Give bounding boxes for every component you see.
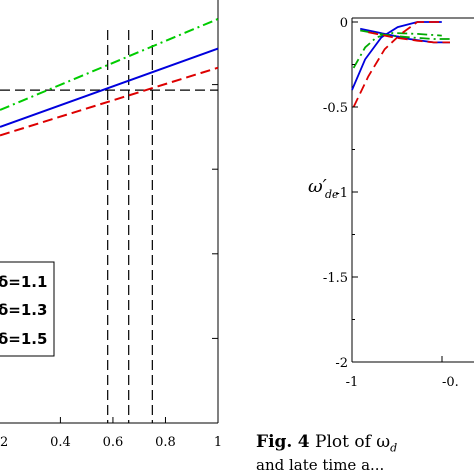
right-series-line-5 — [360, 29, 450, 40]
right-y-ticks: 0 -0.5 -1 -1.5 -2 — [323, 16, 358, 371]
right-y-tick-label: -1.5 — [323, 271, 348, 286]
left-x-tick-label: 0.8 — [155, 435, 176, 450]
caption-line-2: and late time a... — [256, 456, 385, 474]
caption-label: Fig. — [256, 432, 293, 452]
right-chart: 0 -0.5 -1 -1.5 -2 -1 -0. ω′ de — [308, 16, 474, 390]
right-y-tick-label: -2 — [335, 356, 348, 371]
right-y-axis-label-sub: de — [325, 188, 339, 201]
left-series-group — [0, 18, 219, 137]
right-x-ticks: -1 -0. — [346, 356, 459, 390]
left-x-tick-label: 1 — [214, 435, 222, 450]
left-x-tick-label: 0.4 — [50, 435, 71, 450]
caption-subscript: d — [390, 441, 398, 455]
figure-caption: Fig. 4 Plot of ωd — [256, 432, 474, 454]
legend-box — [0, 261, 55, 357]
left-x-tick-label: 0.6 — [103, 435, 124, 450]
left-y-ticks — [212, 84, 218, 339]
left-series-line-2 — [0, 47, 219, 128]
right-y-tick-label: -1 — [335, 186, 348, 201]
left-series-line-1 — [0, 18, 219, 111]
right-y-tick-label: -0.5 — [323, 101, 348, 116]
left-chart: 0.4 0.6 0.8 1 2 δ=1.1 δ=1.3 δ=1.5 — [0, 0, 222, 450]
right-series-line-4 — [360, 27, 450, 44]
left-series-line-3 — [0, 66, 219, 137]
legend-entry-3: δ=1.5 — [0, 330, 47, 348]
right-y-axis-label: ω′ — [308, 176, 327, 197]
right-series-line-6 — [368, 31, 450, 44]
right-series-line-3 — [352, 21, 442, 108]
right-x-tick-label: -0. — [442, 375, 459, 390]
legend: δ=1.1 δ=1.3 δ=1.5 — [0, 261, 55, 357]
left-x-tick-label-partial: 2 — [0, 435, 8, 450]
right-y-tick-label: 0 — [340, 16, 348, 31]
right-series-group — [351, 21, 450, 108]
right-x-tick-label: -1 — [346, 375, 359, 390]
legend-entry-2: δ=1.3 — [0, 301, 47, 319]
legend-entry-1: δ=1.1 — [0, 273, 47, 291]
caption-number: 4 — [297, 432, 310, 452]
caption-text: Plot of ω — [315, 432, 391, 452]
left-x-ticks: 0.4 0.6 0.8 1 2 — [0, 417, 222, 450]
reference-lines — [0, 30, 218, 423]
